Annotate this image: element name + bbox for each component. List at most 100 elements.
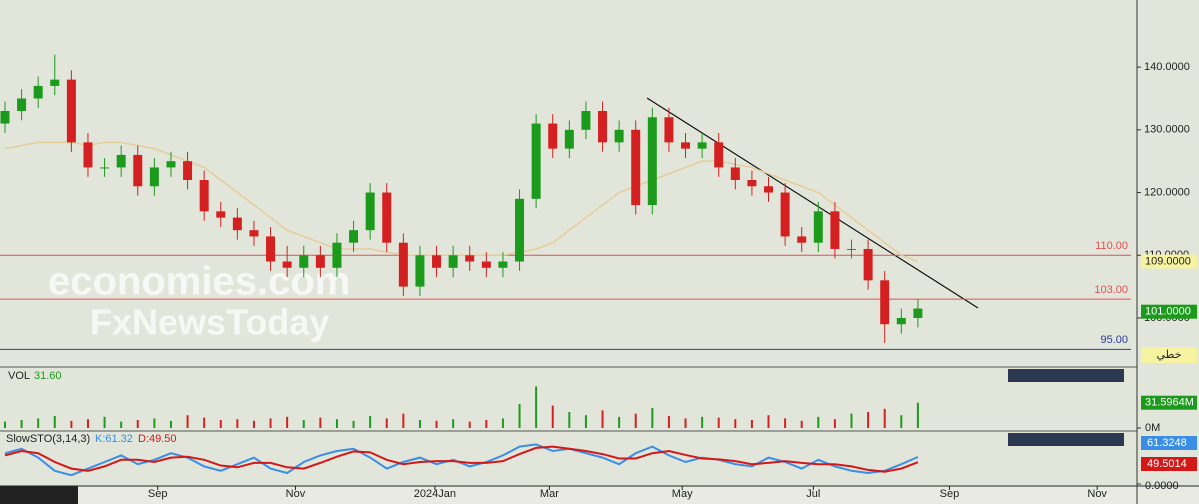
candle-body bbox=[199, 179, 209, 212]
candle-body bbox=[349, 230, 359, 243]
y-tick-label: 140.0000 bbox=[1144, 61, 1190, 73]
x-tick-label: Sep bbox=[148, 488, 168, 500]
sto-title: SlowSTO(3,14,3) bbox=[6, 433, 90, 445]
candle-body bbox=[813, 211, 823, 243]
x-axis-strip bbox=[0, 486, 1199, 504]
candle-body bbox=[183, 161, 193, 180]
price-label-box bbox=[1141, 254, 1197, 269]
stoch-label: 49.5014 bbox=[1147, 458, 1187, 470]
vol-last: 31.60 bbox=[34, 370, 62, 382]
x-tick-label: May bbox=[672, 488, 693, 500]
x-axis-corner bbox=[0, 486, 78, 504]
candle-body bbox=[564, 129, 574, 149]
candle-body bbox=[232, 217, 242, 231]
x-tick-label: Sep bbox=[940, 488, 960, 500]
candle-body bbox=[382, 192, 392, 243]
x-tick-label: Nov bbox=[1087, 488, 1107, 500]
candle-body bbox=[880, 280, 890, 325]
toolbar-bg[interactable] bbox=[1008, 369, 1124, 382]
x-tick-label: Jul bbox=[806, 488, 820, 500]
candle-body bbox=[133, 154, 143, 187]
y-tick-label: 130.0000 bbox=[1144, 124, 1190, 136]
candle-body bbox=[17, 98, 27, 112]
candle-body bbox=[498, 261, 508, 268]
vol-title: VOL bbox=[8, 370, 30, 382]
candle-body bbox=[797, 236, 807, 243]
candle-body bbox=[465, 255, 475, 262]
candle-body bbox=[531, 123, 541, 199]
mode-button[interactable] bbox=[1141, 347, 1197, 363]
candle-body bbox=[631, 129, 641, 206]
candle-body bbox=[432, 255, 442, 268]
level-label: 103.00 bbox=[1094, 284, 1128, 296]
stoch-label-box bbox=[1141, 436, 1197, 450]
candle-body bbox=[764, 186, 774, 193]
level-label: 95.00 bbox=[1100, 334, 1128, 346]
volume-label-box bbox=[1141, 395, 1197, 410]
watermark: FxNewsToday bbox=[90, 302, 329, 343]
stoch-line bbox=[4, 443, 919, 477]
y-tick-label: 0M bbox=[1145, 422, 1160, 434]
y-tick-label: 0.0000 bbox=[1145, 480, 1179, 492]
toolbar[interactable] bbox=[1008, 369, 1124, 446]
candle-body bbox=[730, 167, 740, 180]
legend-d: D:49.50 bbox=[138, 433, 177, 445]
stoch-line bbox=[4, 445, 919, 473]
moving-average bbox=[4, 141, 919, 263]
toolbar-bg[interactable] bbox=[1008, 433, 1124, 446]
candle-body bbox=[166, 161, 176, 168]
candle-body bbox=[780, 192, 790, 237]
candle-body bbox=[913, 308, 923, 318]
candle-body bbox=[100, 167, 110, 169]
y-tick-label: 31.5964M bbox=[1145, 397, 1194, 409]
candle-body bbox=[481, 261, 491, 268]
legend-k: K:61.32 bbox=[95, 433, 133, 445]
stoch-label: 61.3248 bbox=[1147, 437, 1187, 449]
candle-body bbox=[614, 129, 624, 143]
candle-body bbox=[896, 317, 906, 325]
x-tick-label: Mar bbox=[540, 488, 559, 500]
candle-body bbox=[598, 111, 608, 143]
candle-body bbox=[681, 142, 691, 149]
price-label: 109.0000 bbox=[1145, 255, 1191, 267]
candle-body bbox=[216, 211, 226, 218]
candle-body bbox=[515, 198, 525, 262]
x-tick-label: 2024Jan bbox=[414, 488, 456, 500]
y-tick-label: 120.0000 bbox=[1144, 186, 1190, 198]
candle-body bbox=[847, 248, 857, 250]
candle-body bbox=[398, 242, 408, 287]
candle-body bbox=[149, 167, 159, 187]
candle-body bbox=[266, 236, 276, 262]
candle-body bbox=[664, 117, 674, 143]
candle-body bbox=[116, 154, 126, 168]
level-label: 110.00 bbox=[1095, 240, 1128, 252]
candle-body bbox=[581, 111, 591, 130]
candle-body bbox=[332, 242, 342, 268]
candle-body bbox=[714, 142, 724, 168]
candle-body bbox=[33, 85, 43, 99]
candle-body bbox=[747, 179, 757, 187]
candle-body bbox=[365, 192, 375, 231]
mode-button-label[interactable]: خطي bbox=[1157, 349, 1182, 361]
candle-body bbox=[830, 211, 840, 249]
candle-body bbox=[548, 123, 558, 149]
candle-body bbox=[0, 111, 10, 124]
candle-body bbox=[282, 261, 292, 268]
candle-body bbox=[697, 142, 707, 149]
stoch-label-box bbox=[1141, 457, 1197, 471]
candle-body bbox=[66, 79, 76, 143]
price-label: 101.0000 bbox=[1145, 306, 1191, 318]
candle-body bbox=[50, 79, 60, 86]
candle-body bbox=[315, 255, 325, 268]
candle-body bbox=[415, 255, 425, 287]
candle-body bbox=[448, 255, 458, 268]
candle-body bbox=[299, 255, 309, 268]
candle-body bbox=[83, 142, 93, 168]
candle-body bbox=[647, 117, 657, 206]
x-tick-label: Nov bbox=[286, 488, 306, 500]
candle-body bbox=[249, 230, 259, 237]
candle-body bbox=[863, 248, 873, 281]
